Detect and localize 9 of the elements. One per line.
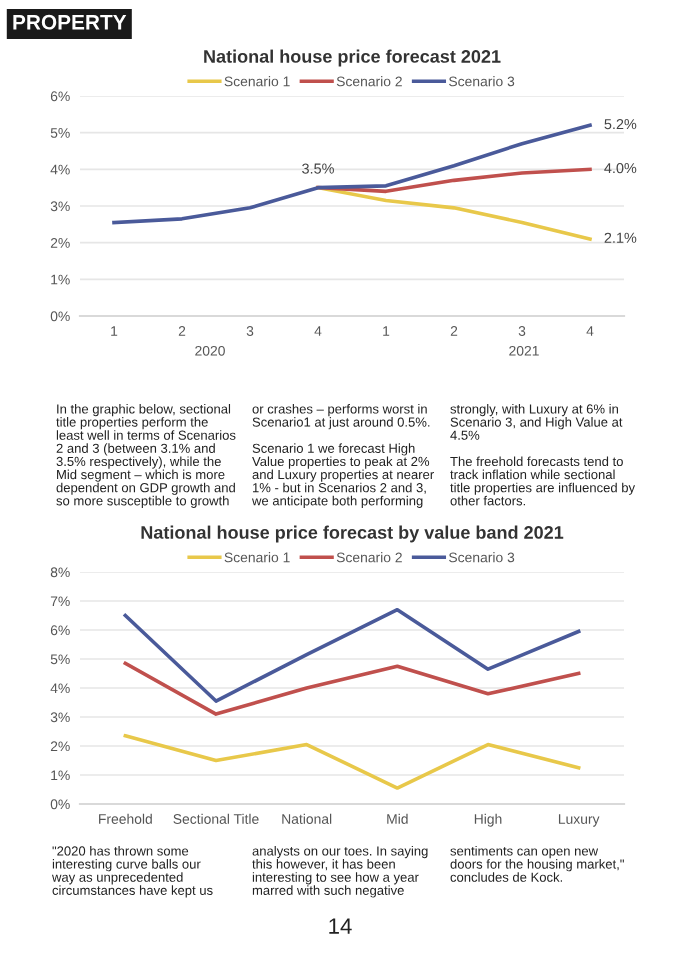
line-series bbox=[123, 734, 581, 790]
line-series bbox=[112, 123, 592, 225]
text: PROPERTY bbox=[13, 14, 127, 30]
line-series bbox=[123, 607, 581, 703]
line-series bbox=[123, 661, 581, 716]
chart-title: National house price forecast 2021 bbox=[204, 49, 501, 67]
line-series bbox=[316, 185, 592, 241]
chart-title: National house price forecast by value band 2021 bbox=[141, 525, 564, 543]
text: 14 bbox=[329, 918, 352, 934]
